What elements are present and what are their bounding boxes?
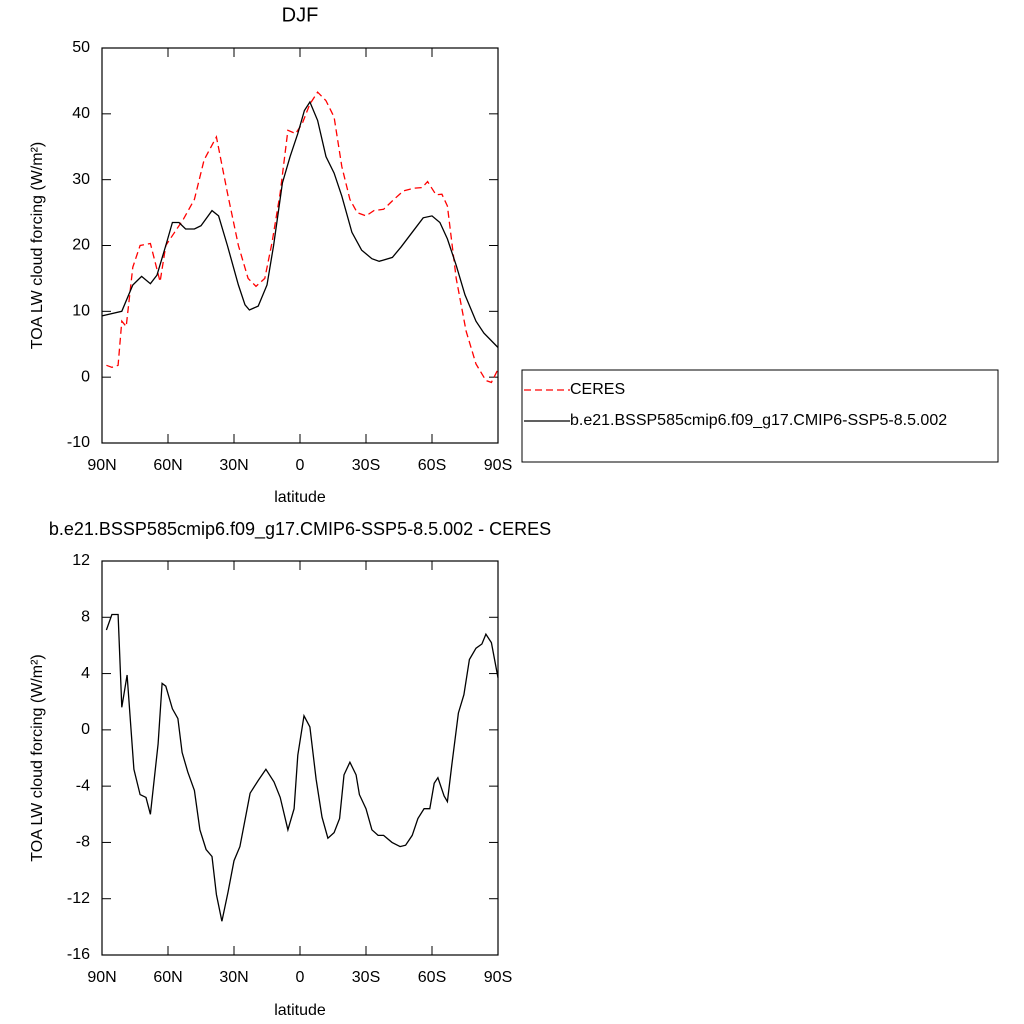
y-tick-label: -4	[76, 777, 90, 794]
y-tick-label: -16	[67, 946, 90, 963]
y-tick-label: 50	[72, 39, 90, 56]
x-tick-label: 30N	[219, 457, 248, 474]
plot-frame	[101, 560, 499, 956]
y-tick-label: 12	[72, 552, 90, 569]
data-line	[105, 613, 499, 922]
x-tick-label: 30S	[352, 969, 380, 986]
x-tick-label: 30S	[352, 457, 380, 474]
data-line	[101, 100, 499, 348]
y-tick-label: 0	[81, 368, 90, 385]
x-tick-label: 0	[296, 457, 305, 474]
plot-frame	[101, 47, 499, 444]
y-axis-label: TOA LW cloud forcing (W/m²)	[29, 654, 46, 861]
x-axis-label: latitude	[274, 1002, 326, 1019]
chart-title: DJF	[282, 4, 319, 26]
x-tick-label: 0	[296, 969, 305, 986]
y-tick-label: 4	[81, 665, 90, 682]
x-tick-label: 90N	[87, 457, 116, 474]
legend-box	[521, 369, 999, 463]
y-tick-label: 0	[81, 721, 90, 738]
y-tick-label: -8	[76, 834, 90, 851]
y-tick-label: 20	[72, 237, 90, 254]
y-tick-label: 10	[72, 303, 90, 320]
y-tick-label: 30	[72, 171, 90, 188]
legend-label: b.e21.BSSP585cmip6.f09_g17.CMIP6-SSP5-8.…	[570, 412, 947, 429]
chart-title: b.e21.BSSP585cmip6.f09_g17.CMIP6-SSP5-8.…	[49, 519, 551, 540]
x-tick-label: 60S	[418, 457, 446, 474]
legend-label: CERES	[570, 381, 625, 398]
y-tick-label: 40	[72, 105, 90, 122]
x-tick-label: 60N	[153, 457, 182, 474]
x-tick-label: 60N	[153, 969, 182, 986]
x-tick-label: 60S	[418, 969, 446, 986]
y-tick-label: -10	[67, 434, 90, 451]
y-axis-label: TOA LW cloud forcing (W/m²)	[29, 142, 46, 349]
x-tick-label: 30N	[219, 969, 248, 986]
x-tick-label: 90N	[87, 969, 116, 986]
x-tick-label: 90S	[484, 457, 512, 474]
y-tick-label: 8	[81, 609, 90, 626]
x-axis-label: latitude	[274, 489, 326, 506]
y-tick-label: -12	[67, 890, 90, 907]
x-tick-label: 90S	[484, 969, 512, 986]
